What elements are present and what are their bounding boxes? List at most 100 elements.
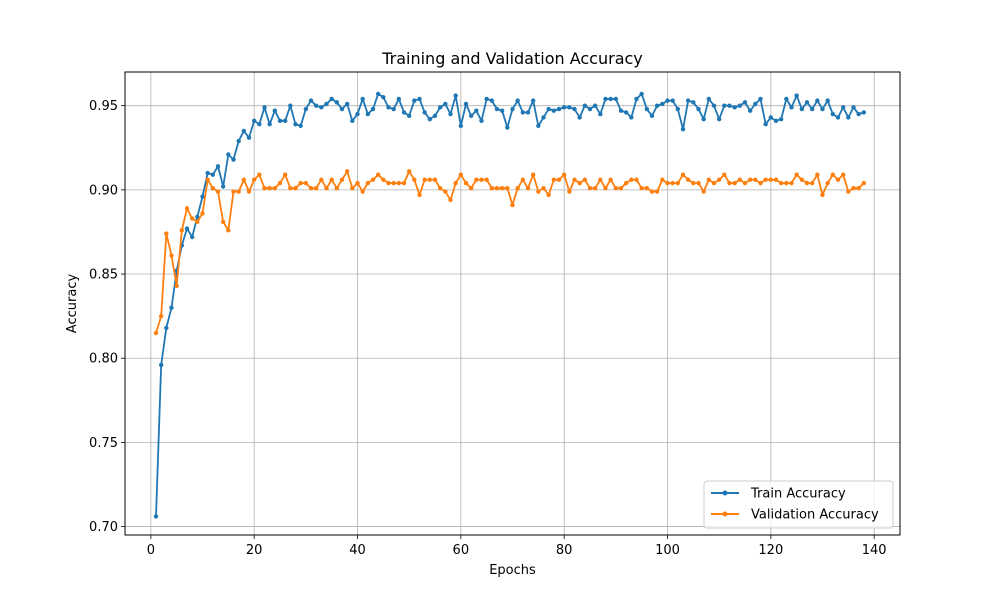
data-point-train-accuracy	[401, 110, 407, 115]
data-point-train-accuracy	[329, 96, 334, 102]
data-point-validation-accuracy	[510, 202, 515, 208]
data-point-validation-accuracy	[701, 189, 706, 194]
y-tick-label: 0.85	[89, 268, 118, 283]
data-point-train-accuracy	[608, 96, 613, 102]
data-point-validation-accuracy	[241, 177, 247, 182]
data-point-validation-accuracy	[629, 177, 634, 182]
data-point-validation-accuracy	[587, 185, 593, 191]
data-point-validation-accuracy	[727, 180, 732, 186]
data-point-validation-accuracy	[561, 172, 567, 177]
data-point-train-accuracy	[313, 103, 319, 108]
data-point-train-accuracy	[551, 108, 557, 113]
data-point-train-accuracy	[763, 121, 768, 127]
data-point-validation-accuracy	[577, 180, 582, 186]
data-point-validation-accuracy	[551, 177, 557, 182]
data-point-train-accuracy	[505, 125, 510, 130]
x-axis-title: Epochs	[489, 563, 536, 578]
data-point-train-accuracy	[262, 105, 267, 110]
data-point-validation-accuracy	[293, 185, 298, 191]
data-point-train-accuracy	[660, 101, 665, 107]
data-point-train-accuracy	[598, 111, 603, 117]
data-point-train-accuracy	[479, 118, 484, 124]
data-point-validation-accuracy	[846, 189, 851, 194]
data-point-train-accuracy	[215, 164, 221, 169]
data-point-validation-accuracy	[443, 189, 448, 194]
data-point-train-accuracy	[546, 106, 551, 112]
data-point-validation-accuracy	[164, 231, 169, 236]
data-point-validation-accuracy	[753, 177, 758, 182]
data-point-train-accuracy	[623, 110, 629, 115]
data-point-train-accuracy	[567, 105, 572, 110]
data-point-validation-accuracy	[412, 177, 417, 182]
data-point-train-accuracy	[474, 108, 479, 113]
data-point-validation-accuracy	[747, 177, 753, 182]
data-point-validation-accuracy	[706, 177, 712, 182]
data-point-validation-accuracy	[303, 180, 309, 186]
data-point-train-accuracy	[288, 103, 293, 108]
legend: Train Accuracy Validation Accuracy	[703, 480, 894, 529]
data-point-validation-accuracy	[344, 169, 350, 174]
data-point-train-accuracy	[582, 103, 588, 108]
data-point-train-accuracy	[391, 106, 396, 112]
data-point-validation-accuracy	[644, 185, 650, 191]
x-tick-label: 120	[758, 543, 783, 558]
data-point-validation-accuracy	[618, 185, 624, 191]
data-point-validation-accuracy	[592, 185, 598, 191]
data-point-validation-accuracy	[355, 180, 360, 186]
data-point-validation-accuracy	[458, 172, 464, 177]
data-point-train-accuracy	[809, 106, 815, 112]
data-point-validation-accuracy	[675, 180, 681, 186]
data-point-train-accuracy	[293, 121, 298, 127]
data-point-train-accuracy	[484, 96, 489, 102]
data-point-validation-accuracy	[660, 177, 665, 182]
data-point-validation-accuracy	[231, 189, 236, 194]
data-point-train-accuracy	[520, 110, 526, 115]
data-point-validation-accuracy	[623, 180, 629, 186]
data-point-train-accuracy	[649, 113, 655, 118]
x-tick-label: 140	[862, 543, 887, 558]
data-point-train-accuracy	[722, 103, 727, 108]
data-point-validation-accuracy	[153, 330, 159, 336]
data-point-validation-accuracy	[685, 177, 691, 182]
y-tick-label: 0.70	[89, 520, 118, 535]
data-point-validation-accuracy	[334, 185, 340, 191]
data-point-validation-accuracy	[572, 177, 577, 182]
data-point-validation-accuracy	[804, 180, 810, 186]
data-point-validation-accuracy	[716, 177, 722, 182]
data-point-train-accuracy	[184, 226, 190, 231]
data-point-validation-accuracy	[556, 177, 562, 182]
data-point-validation-accuracy	[381, 177, 386, 182]
data-point-train-accuracy	[794, 93, 799, 98]
data-point-validation-accuracy	[489, 185, 495, 191]
data-point-train-accuracy	[753, 101, 758, 107]
data-point-validation-accuracy	[773, 177, 779, 182]
data-point-validation-accuracy	[453, 180, 458, 186]
series-train-accuracy	[153, 91, 867, 519]
data-point-train-accuracy	[334, 100, 340, 105]
data-point-train-accuracy	[675, 106, 681, 112]
data-point-train-accuracy	[784, 96, 789, 102]
data-point-train-accuracy	[820, 106, 825, 112]
data-point-train-accuracy	[200, 194, 205, 199]
data-point-validation-accuracy	[835, 177, 841, 182]
data-point-train-accuracy	[577, 115, 582, 120]
data-point-train-accuracy	[856, 111, 861, 117]
data-point-train-accuracy	[861, 110, 867, 115]
legend-marker-validation	[722, 511, 728, 517]
data-point-train-accuracy	[515, 98, 520, 103]
data-point-train-accuracy	[443, 101, 448, 107]
series-validation-accuracy	[153, 169, 867, 336]
data-point-validation-accuracy	[189, 216, 195, 221]
data-point-train-accuracy	[437, 105, 443, 110]
y-tick-label: 0.90	[89, 183, 118, 198]
data-point-train-accuracy	[846, 115, 851, 120]
data-point-train-accuracy	[742, 100, 748, 105]
legend-label-train: Train Accuracy	[750, 487, 846, 502]
data-point-train-accuracy	[308, 98, 314, 103]
data-point-train-accuracy	[251, 118, 257, 124]
data-point-validation-accuracy	[665, 180, 670, 186]
data-point-validation-accuracy	[598, 177, 603, 182]
data-point-validation-accuracy	[195, 219, 200, 225]
data-point-train-accuracy	[747, 108, 753, 113]
